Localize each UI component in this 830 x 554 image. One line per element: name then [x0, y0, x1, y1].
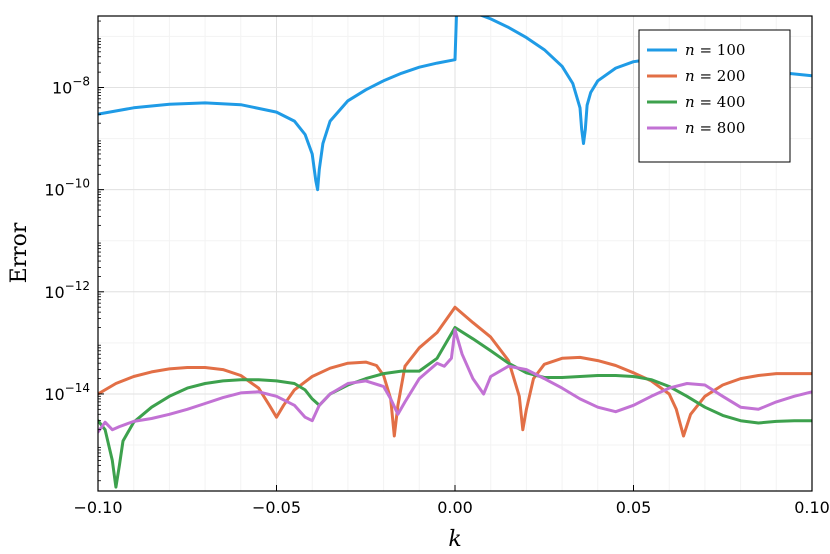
x-tick-label: −0.10 [73, 498, 122, 517]
series-line [98, 16, 812, 192]
legend: n = 100 n = 200 n = 400 n = 800 [638, 29, 791, 163]
legend-entry: n = 200 [685, 67, 745, 85]
x-axis: −0.10 −0.05 0.00 0.05 0.10 [73, 485, 830, 517]
y-tick-label: 10−12 [44, 279, 90, 302]
x-tick-label: 0.05 [616, 498, 652, 517]
legend-box [638, 29, 791, 163]
legend-entry: n = 100 [685, 41, 745, 59]
x-tick-label: 0.00 [437, 498, 473, 517]
y-axis-label: Error [7, 222, 32, 283]
series-line [98, 328, 812, 434]
series-layer [98, 16, 812, 489]
legend-entry: n = 400 [685, 93, 745, 111]
x-axis-label: k [448, 527, 461, 552]
x-tick-label: 0.10 [794, 498, 830, 517]
x-tick-label: −0.05 [252, 498, 301, 517]
legend-entry: n = 800 [685, 119, 745, 137]
series-line [98, 326, 812, 489]
y-tick-label: 10−8 [52, 75, 90, 98]
y-tick-label: 10−14 [44, 381, 90, 404]
y-axis: 10−8 10−10 10−12 10−14 [44, 20, 104, 482]
y-tick-label: 10−10 [44, 177, 90, 200]
